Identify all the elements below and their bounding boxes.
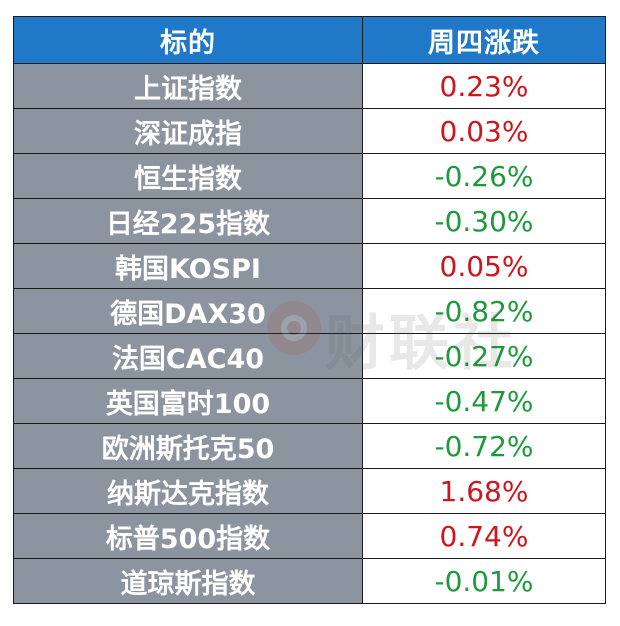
table-header-row: 标的 周四涨跌 xyxy=(13,16,606,64)
index-change-table: 标的 周四涨跌 上证指数 0.23% 深证成指 0.03% 恒生指数 -0.26… xyxy=(13,16,606,604)
index-name: 韩国KOSPI xyxy=(13,243,363,289)
table-row: 纳斯达克指数 1.68% xyxy=(13,468,606,514)
index-change: 1.68% xyxy=(362,468,606,514)
index-change: -0.30% xyxy=(362,198,606,244)
table-row: 日经225指数 -0.30% xyxy=(13,198,606,244)
index-change: 0.23% xyxy=(362,63,606,109)
index-name: 恒生指数 xyxy=(13,153,363,199)
index-change: 0.03% xyxy=(362,108,606,154)
index-name: 日经225指数 xyxy=(13,198,363,244)
index-name: 上证指数 xyxy=(13,63,363,109)
index-name: 纳斯达克指数 xyxy=(13,468,363,514)
table-row: 德国DAX30 -0.82% xyxy=(13,288,606,334)
index-change: -0.01% xyxy=(362,558,606,604)
index-change: 0.74% xyxy=(362,513,606,559)
index-change: -0.26% xyxy=(362,153,606,199)
table-row: 上证指数 0.23% xyxy=(13,63,606,109)
table-row: 英国富时100 -0.47% xyxy=(13,378,606,424)
index-change: -0.82% xyxy=(362,288,606,334)
column-header-name: 标的 xyxy=(13,16,363,64)
index-name: 法国CAC40 xyxy=(13,333,363,379)
index-change: 0.05% xyxy=(362,243,606,289)
table-row: 道琼斯指数 -0.01% xyxy=(13,558,606,604)
table-row: 标普500指数 0.74% xyxy=(13,513,606,559)
index-name: 标普500指数 xyxy=(13,513,363,559)
index-name: 德国DAX30 xyxy=(13,288,363,334)
index-change: -0.72% xyxy=(362,423,606,469)
index-name: 道琼斯指数 xyxy=(13,558,363,604)
column-header-change: 周四涨跌 xyxy=(362,16,606,64)
index-name: 欧洲斯托克50 xyxy=(13,423,363,469)
table-row: 深证成指 0.03% xyxy=(13,108,606,154)
table-row: 法国CAC40 -0.27% xyxy=(13,333,606,379)
table-row: 韩国KOSPI 0.05% xyxy=(13,243,606,289)
table-row: 恒生指数 -0.26% xyxy=(13,153,606,199)
index-name: 深证成指 xyxy=(13,108,363,154)
table-row: 欧洲斯托克50 -0.72% xyxy=(13,423,606,469)
index-change: -0.27% xyxy=(362,333,606,379)
index-change: -0.47% xyxy=(362,378,606,424)
index-name: 英国富时100 xyxy=(13,378,363,424)
